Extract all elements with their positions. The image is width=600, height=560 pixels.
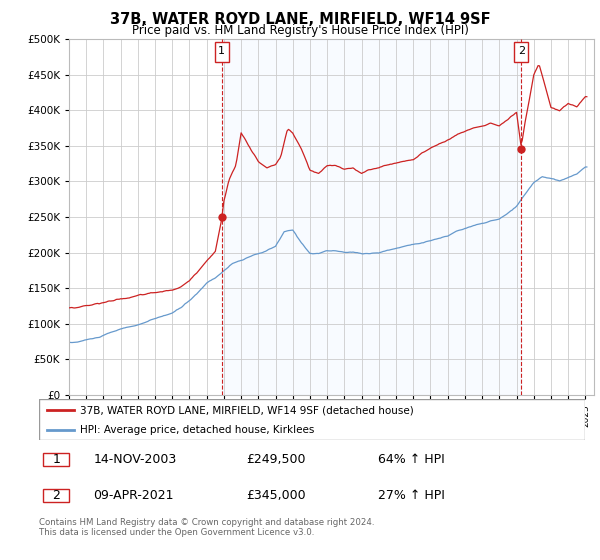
Text: Price paid vs. HM Land Registry's House Price Index (HPI): Price paid vs. HM Land Registry's House … xyxy=(131,24,469,37)
Text: 2: 2 xyxy=(52,489,60,502)
Text: 2: 2 xyxy=(518,45,525,55)
Text: 37B, WATER ROYD LANE, MIRFIELD, WF14 9SF (detached house): 37B, WATER ROYD LANE, MIRFIELD, WF14 9SF… xyxy=(80,405,414,415)
FancyBboxPatch shape xyxy=(39,399,585,440)
Text: 37B, WATER ROYD LANE, MIRFIELD, WF14 9SF: 37B, WATER ROYD LANE, MIRFIELD, WF14 9SF xyxy=(110,12,490,27)
Text: 09-APR-2021: 09-APR-2021 xyxy=(94,489,174,502)
Text: £345,000: £345,000 xyxy=(247,489,306,502)
Text: 1: 1 xyxy=(52,452,60,466)
Bar xyxy=(43,452,69,466)
Bar xyxy=(514,42,528,62)
Text: £249,500: £249,500 xyxy=(247,452,306,466)
Text: 27% ↑ HPI: 27% ↑ HPI xyxy=(377,489,445,502)
Bar xyxy=(215,42,229,62)
Text: 1: 1 xyxy=(218,45,225,55)
Text: 64% ↑ HPI: 64% ↑ HPI xyxy=(377,452,444,466)
Bar xyxy=(222,39,521,395)
Bar xyxy=(43,489,69,502)
Text: Contains HM Land Registry data © Crown copyright and database right 2024.
This d: Contains HM Land Registry data © Crown c… xyxy=(39,518,374,538)
Text: 14-NOV-2003: 14-NOV-2003 xyxy=(94,452,177,466)
Text: HPI: Average price, detached house, Kirklees: HPI: Average price, detached house, Kirk… xyxy=(80,424,314,435)
